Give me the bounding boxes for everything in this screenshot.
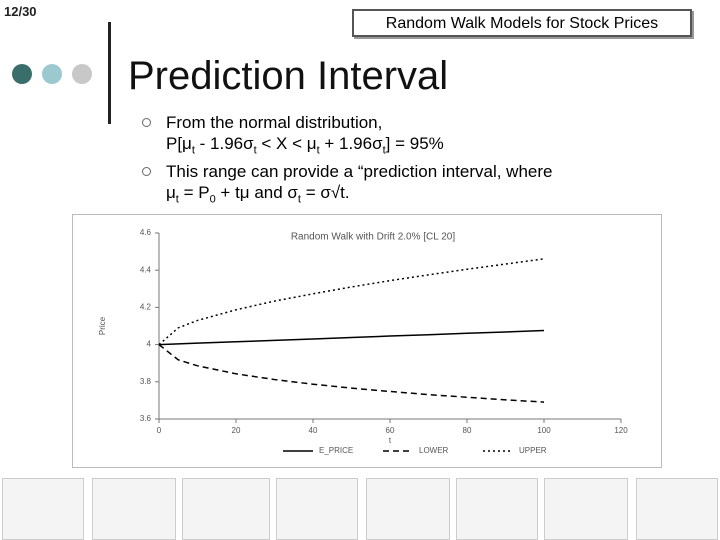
text: < X < μ <box>256 134 317 153</box>
text: μ <box>166 183 176 203</box>
subscript: t <box>175 193 179 206</box>
subscript: t <box>191 144 195 157</box>
y-tick-label: 4.4 <box>140 265 152 274</box>
subscript: t <box>382 144 386 157</box>
x-tick-label: 120 <box>614 426 628 435</box>
slide-title: Prediction Interval <box>128 54 449 98</box>
x-tick-label: 0 <box>157 426 162 435</box>
chart: Random Walk with Drift 2.0% [CL 20] 3.6 3.… <box>72 214 662 468</box>
y-axis-label: Price <box>98 316 107 335</box>
decor-dot <box>72 64 92 84</box>
subscript: t <box>297 193 301 206</box>
text: ] = 95% <box>385 134 444 153</box>
thumbnail <box>92 478 176 540</box>
thumbnail <box>366 478 450 540</box>
text: + tμ and σ <box>215 183 298 203</box>
bullet: From the normal distribution, P[μt - 1.96… <box>140 112 660 161</box>
x-tick-label: 80 <box>463 426 472 435</box>
text: P[μ <box>166 134 192 153</box>
x-tick-label: 60 <box>386 426 395 435</box>
text: = σ√t. <box>300 183 350 203</box>
text: = P <box>178 183 210 203</box>
thumbnail <box>2 478 84 540</box>
y-tick-label: 4 <box>147 340 152 349</box>
thumbnail <box>276 478 358 540</box>
subscript: t <box>253 144 257 157</box>
y-tick-label: 4.6 <box>140 228 152 237</box>
series-line <box>158 344 545 403</box>
bullet-list: From the normal distribution, P[μt - 1.96… <box>140 112 660 211</box>
bullet: This range can provide a “prediction int… <box>140 161 660 210</box>
text: - 1.96σ <box>194 134 254 153</box>
y-tick-label: 4.2 <box>140 303 152 312</box>
subscript: t <box>316 144 320 157</box>
page-number: 12/30 <box>4 4 37 19</box>
thumbnail <box>544 478 628 540</box>
header-title: Random Walk Models for Stock Prices <box>352 9 692 37</box>
thumbnail <box>182 478 270 540</box>
thumbnail <box>636 478 718 540</box>
thumbnail <box>456 478 538 540</box>
x-tick-label: 40 <box>309 426 318 435</box>
series-line <box>158 329 545 346</box>
series-line <box>158 258 545 346</box>
chart-title: Random Walk with Drift 2.0% [CL 20] <box>291 232 456 243</box>
decor-dot <box>12 64 32 84</box>
text: + 1.96σ <box>319 134 383 153</box>
text: From the normal distribution, <box>166 113 383 132</box>
decor-dot <box>42 64 62 84</box>
x-axis-label: t <box>389 436 392 445</box>
text: This range can provide a “prediction int… <box>166 162 553 182</box>
subscript: 0 <box>209 193 216 206</box>
divider <box>108 22 111 124</box>
y-tick-label: 3.6 <box>140 414 152 423</box>
x-tick-label: 20 <box>232 426 241 435</box>
legend-label: LOWER <box>419 446 449 455</box>
y-tick-label: 3.8 <box>140 377 152 386</box>
legend-label: UPPER <box>519 446 547 455</box>
x-tick-label: 100 <box>537 426 551 435</box>
legend-label: E_PRICE <box>319 446 353 455</box>
